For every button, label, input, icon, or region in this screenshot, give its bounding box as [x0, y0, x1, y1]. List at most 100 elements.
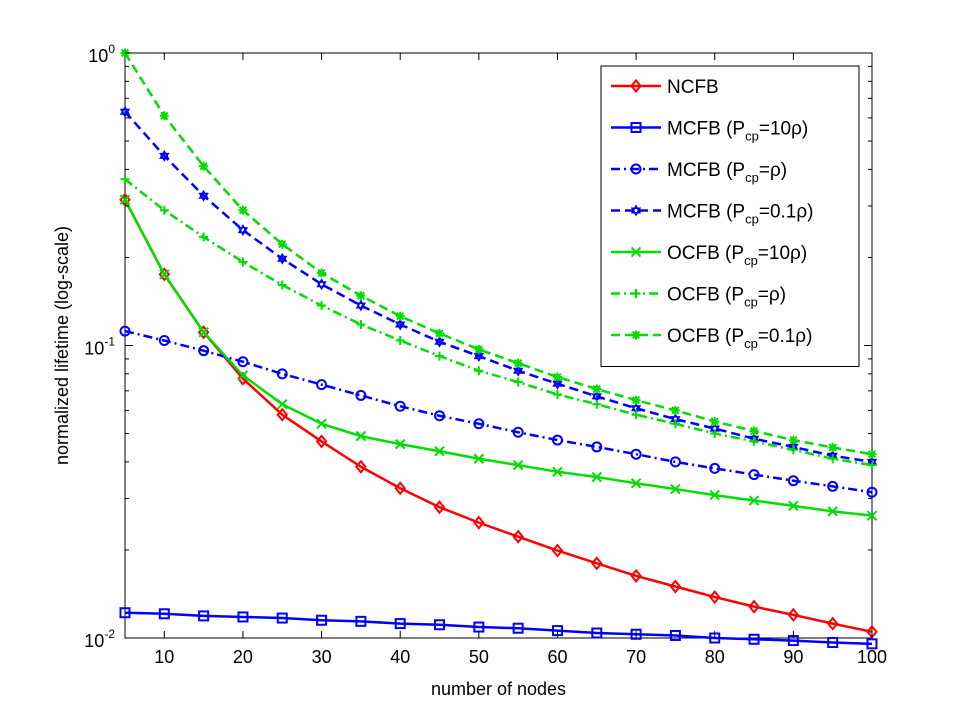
legend-item: OCFB (Pcp=10ρ)	[611, 243, 807, 268]
data-point	[356, 291, 366, 301]
data-point	[158, 335, 170, 347]
data-point	[435, 328, 445, 338]
legend-marker	[630, 78, 642, 94]
data-point	[119, 607, 131, 619]
data-point	[512, 364, 524, 374]
data-point	[237, 356, 249, 368]
data-point	[119, 108, 131, 118]
data-point	[237, 370, 249, 381]
data-point	[630, 628, 642, 640]
data-point	[276, 612, 288, 624]
legend-label: OCFB (Pcp=0.1ρ)	[667, 326, 812, 351]
data-point	[276, 407, 289, 422]
data-point	[159, 269, 170, 280]
legend-item: NCFB	[611, 77, 719, 98]
data-point	[591, 441, 603, 453]
series-line	[123, 52, 873, 456]
legend-label: OCFB (Pcp=10ρ)	[667, 243, 807, 268]
legend-marker	[630, 122, 642, 133]
x-tick-label: 50	[469, 647, 489, 667]
data-point	[826, 616, 839, 631]
data-point	[787, 607, 800, 622]
data-point	[788, 443, 799, 453]
data-point	[592, 384, 602, 394]
y-tick-label: 100	[88, 42, 115, 66]
legend-marker	[630, 163, 642, 175]
data-point	[474, 344, 484, 354]
data-point	[513, 377, 523, 387]
data-point	[473, 418, 485, 430]
data-point	[787, 475, 799, 487]
legend-item: OCFB (Pcp=ρ)	[611, 285, 786, 310]
data-point	[119, 325, 131, 337]
data-point	[552, 372, 562, 382]
data-point	[669, 579, 682, 594]
data-point	[827, 637, 839, 649]
data-point	[591, 390, 602, 400]
series-6	[120, 48, 877, 459]
data-point	[827, 480, 839, 492]
data-point	[866, 510, 878, 521]
data-point	[159, 111, 169, 121]
data-point	[827, 452, 838, 462]
data-point	[394, 481, 407, 496]
data-point	[277, 252, 288, 262]
data-point	[631, 395, 641, 405]
legend-label: NCFB	[667, 77, 719, 98]
data-point	[512, 367, 524, 377]
data-point	[198, 345, 210, 357]
data-point	[670, 416, 681, 426]
series-line	[124, 329, 873, 494]
legend-marker	[630, 204, 642, 214]
data-point	[512, 529, 524, 544]
series-line	[124, 178, 873, 467]
data-point	[120, 174, 130, 184]
data-point	[828, 443, 838, 453]
data-point	[238, 257, 248, 267]
data-point	[237, 611, 249, 623]
data-point	[512, 459, 524, 471]
legend-item: MCFB (Pcp=ρ)	[611, 160, 787, 185]
data-point	[434, 619, 446, 631]
data-point	[159, 149, 170, 159]
legend-item: OCFB (Pcp=0.1ρ)	[611, 326, 812, 351]
data-point	[591, 627, 603, 639]
data-point	[552, 377, 563, 387]
data-point	[473, 453, 485, 464]
data-point	[119, 105, 131, 115]
data-point	[709, 489, 720, 501]
data-point	[474, 366, 484, 376]
data-point	[866, 638, 878, 650]
data-point	[198, 610, 210, 622]
ticks-layer: 10 20 30 40 50 60 70 80 90 100 100 10-1 10-2	[84, 42, 887, 667]
data-point	[630, 448, 642, 460]
data-point	[827, 506, 838, 517]
series-line	[123, 199, 873, 634]
data-point	[788, 500, 799, 512]
legend-label: MCFB (Pcp=ρ)	[667, 160, 787, 185]
data-point	[709, 462, 721, 474]
data-point	[277, 239, 287, 249]
data-point	[316, 418, 327, 429]
data-point	[355, 430, 367, 442]
data-point	[513, 358, 523, 368]
legend: NCFB MCFB (Pcp=10ρ) MCFB (Pcp=ρ) MCFB (Pcp=…	[600, 65, 860, 367]
legend-marker	[631, 330, 641, 340]
data-point	[277, 255, 288, 265]
data-point	[473, 350, 485, 360]
data-point	[591, 471, 602, 483]
data-point	[277, 398, 288, 410]
data-point	[119, 194, 131, 205]
data-point	[395, 336, 405, 346]
x-tick-label: 80	[705, 647, 725, 667]
data-point	[238, 205, 248, 215]
legend-items: NCFB MCFB (Pcp=10ρ) MCFB (Pcp=ρ) MCFB (Pcp=…	[611, 77, 814, 351]
data-point	[394, 400, 406, 412]
data-point	[591, 393, 602, 403]
data-point	[512, 622, 524, 634]
data-point	[670, 483, 681, 495]
data-point	[867, 449, 877, 459]
data-point	[395, 318, 406, 328]
series-line	[124, 611, 873, 646]
data-point	[355, 459, 367, 474]
